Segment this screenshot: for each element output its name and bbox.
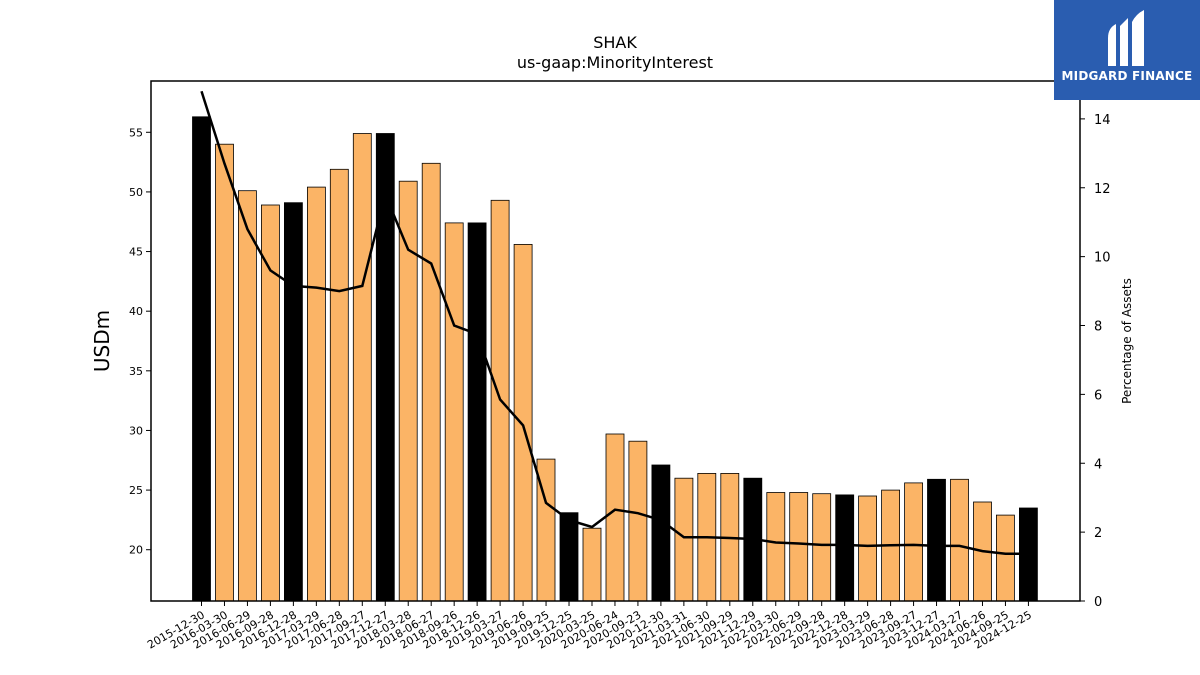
- bar-2024-09-25: [996, 514, 1015, 602]
- bar-2022-06-29: [789, 492, 809, 602]
- chart-subtitle: us-gaap:MinorityInterest: [517, 53, 713, 72]
- y-axis-ticks: 20 25 30 35 40 45 50 55: [129, 126, 151, 557]
- y2-tick-label: 8: [1094, 320, 1102, 335]
- bar-2024-03-27: [950, 478, 969, 602]
- bar-2016-09-28: [260, 204, 280, 602]
- bar-2020-09-23: [628, 440, 648, 602]
- bar-2023-12-27: [927, 478, 946, 602]
- bar-2021-03-31: [674, 477, 694, 602]
- y2-tick-label: 2: [1094, 526, 1102, 541]
- plot-frame: [150, 80, 1081, 602]
- y2-tick-label: 10: [1094, 251, 1111, 266]
- bars-group: [192, 116, 1038, 602]
- bar-2015-12-30: [192, 116, 211, 602]
- y-tick-label: 50: [129, 186, 143, 199]
- y2-tick-label: 6: [1094, 388, 1102, 403]
- y2-tick-label: 4: [1094, 457, 1102, 472]
- bar-2023-03-29: [858, 495, 877, 602]
- y-tick-label: 45: [129, 246, 143, 259]
- bar-2020-03-25: [582, 527, 602, 602]
- bar-2016-06-29: [237, 190, 257, 602]
- y-tick-label: 55: [129, 126, 143, 139]
- y2-tick-label: 0: [1094, 595, 1102, 610]
- bar-2020-06-24: [605, 433, 625, 602]
- bar-2019-06-26: [513, 243, 533, 602]
- y-tick-label: 35: [129, 365, 143, 378]
- bar-2020-12-30: [651, 464, 671, 602]
- y-tick-label: 30: [129, 424, 143, 437]
- bar-2017-03-29: [306, 186, 326, 602]
- bar-2018-09-26: [444, 222, 464, 602]
- line-group: [200, 90, 1029, 556]
- brand-logo: MIDGARD FINANCE: [1054, 0, 1200, 100]
- bar-2018-03-28: [398, 180, 418, 602]
- bar-2022-03-30: [766, 492, 786, 602]
- bar-2022-09-28: [812, 493, 832, 602]
- bar-2018-06-27: [421, 162, 441, 602]
- logo-text: MIDGARD FINANCE: [1061, 69, 1193, 83]
- y-tick-label: 20: [129, 544, 143, 557]
- chart-title: SHAK: [593, 33, 637, 52]
- y-axis-label: USDm: [90, 310, 114, 372]
- bar-2019-12-25: [559, 512, 579, 602]
- bar-2017-09-27: [352, 133, 372, 602]
- bar-2016-12-28: [283, 202, 303, 602]
- bar-2018-12-26: [467, 222, 487, 602]
- y-tick-label: 25: [129, 484, 143, 497]
- y2-tick-label: 14: [1094, 113, 1111, 128]
- y2-axis-ticks: 0 2 4 6 8 10 12 14: [1080, 113, 1111, 610]
- logo-mark-icon: [1108, 10, 1144, 66]
- line-percentage-of-assets: [200, 90, 1029, 556]
- x-axis-ticks: 2015-12-302016-03-302016-06-292016-09-28…: [145, 601, 1034, 652]
- y2-axis-label: Percentage of Assets: [1120, 278, 1134, 404]
- bar-2017-06-28: [329, 168, 349, 602]
- bar-2017-12-27: [375, 133, 395, 602]
- y2-tick-label: 12: [1094, 182, 1111, 197]
- bar-2016-03-30: [215, 143, 234, 602]
- bar-2023-09-27: [904, 482, 923, 602]
- bar-2022-12-28: [835, 494, 855, 602]
- y-tick-label: 40: [129, 305, 143, 318]
